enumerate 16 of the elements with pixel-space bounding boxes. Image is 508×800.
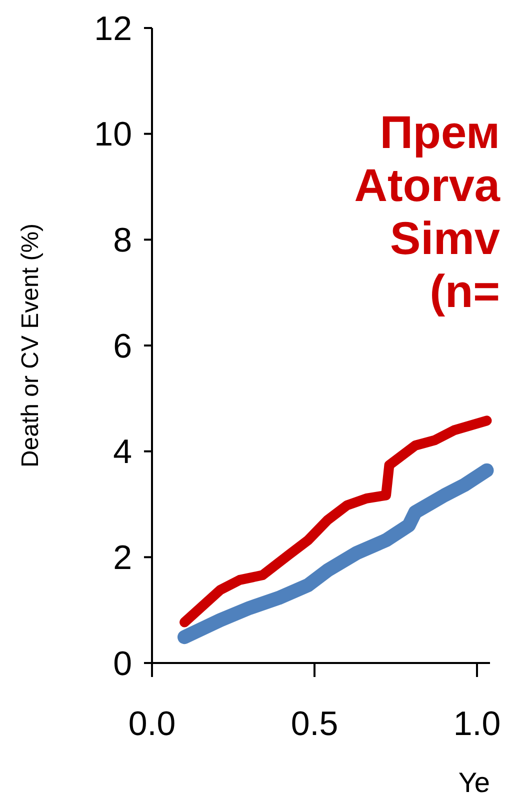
annotation: (n= <box>430 265 500 317</box>
annotation: Прем <box>380 106 500 158</box>
y-tick-label: 10 <box>94 116 132 154</box>
y-tick-label: 12 <box>94 10 132 48</box>
y-tick-label: 2 <box>113 539 132 578</box>
x-tick-label: 0.0 <box>128 705 176 743</box>
x-axis-title: Ye <box>458 767 490 798</box>
x-tick-label: 0.5 <box>290 705 338 743</box>
x-tick-label: 1.0 <box>453 705 501 743</box>
y-tick-label: 0 <box>113 644 132 683</box>
y-tick-label: 8 <box>113 222 132 260</box>
annotation: Atorva <box>354 159 500 211</box>
y-tick-label: 4 <box>113 433 132 472</box>
y-axis-title: Death or CV Event (%) <box>17 223 44 468</box>
y-tick-label: 6 <box>113 327 132 366</box>
annotation: Simv <box>390 212 500 264</box>
